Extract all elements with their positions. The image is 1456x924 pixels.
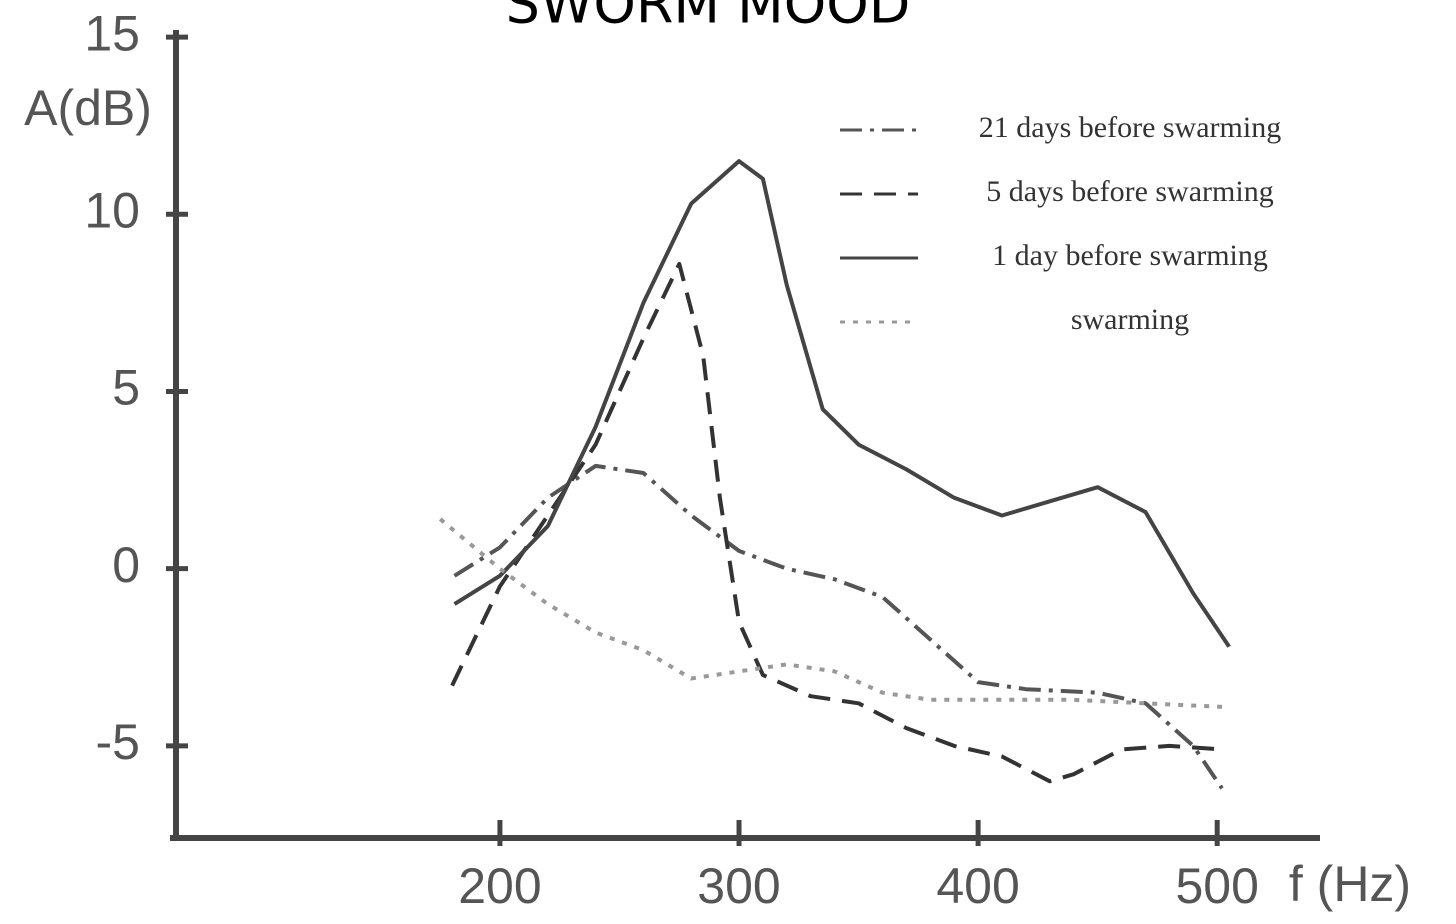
- y-tick-label: 15: [84, 5, 140, 61]
- series-line: [438, 517, 1223, 709]
- y-axis-label: A(dB): [24, 80, 152, 136]
- y-tick-label: 10: [84, 182, 140, 238]
- series-line: [450, 261, 1223, 784]
- series-line: [453, 463, 1224, 790]
- x-tick-label: 200: [458, 858, 541, 914]
- x-axis-label: f (Hz): [1289, 856, 1411, 912]
- y-tick-label: -5: [96, 714, 140, 770]
- x-tick-label: 500: [1175, 858, 1258, 914]
- legend-label: 1 day before swarming: [992, 239, 1268, 272]
- y-tick-label: 0: [112, 537, 140, 593]
- x-tick-label: 400: [936, 858, 1019, 914]
- legend-label: swarming: [1071, 303, 1189, 336]
- legend-label: 21 days before swarming: [979, 111, 1281, 144]
- x-tick-label: 300: [697, 858, 780, 914]
- chart-title: SWORM MOOD: [506, 0, 911, 36]
- y-tick-label: 5: [112, 360, 140, 416]
- series-line: [453, 159, 1231, 648]
- legend-label: 5 days before swarming: [986, 175, 1273, 208]
